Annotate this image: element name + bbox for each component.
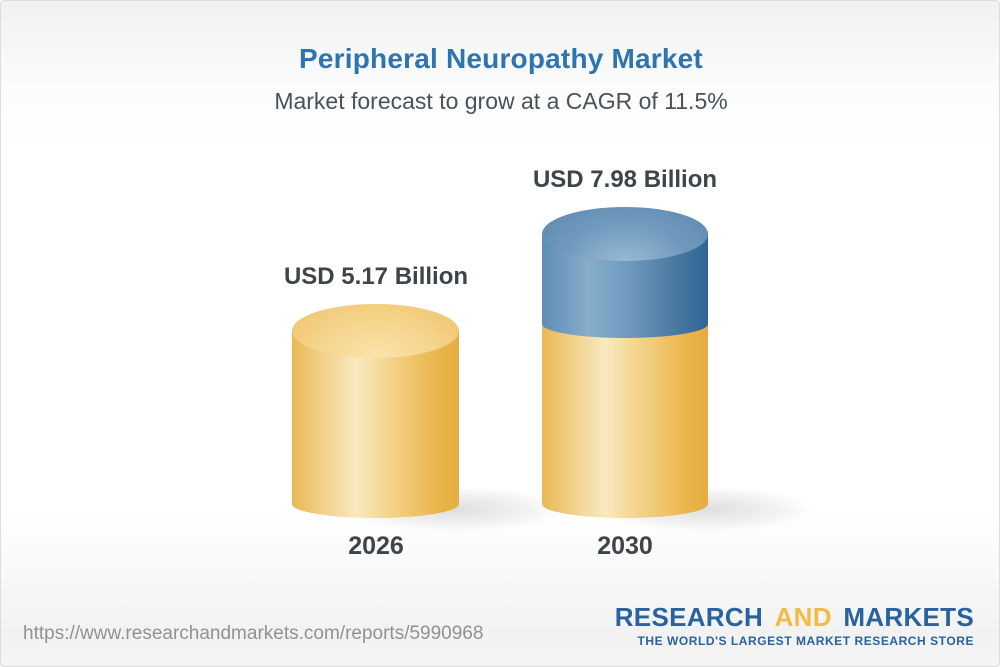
- bar-segment-2026-base: [292, 331, 459, 518]
- brand-logo-wordmark: RESEARCH AND MARKETS: [615, 603, 974, 632]
- bar-top-ellipse-2030: [542, 207, 708, 261]
- bar-value-label-2026: USD 5.17 Billion: [283, 263, 469, 290]
- brand-logo: RESEARCH AND MARKETS THE WORLD'S LARGEST…: [615, 603, 974, 648]
- bar-top-ellipse-2026: [292, 304, 459, 358]
- chart-title: Peripheral Neuropathy Market: [299, 43, 703, 74]
- logo-tagline: THE WORLD'S LARGEST MARKET RESEARCH STOR…: [637, 633, 974, 648]
- logo-research-text: RESEARCH: [614, 602, 764, 632]
- bar-value-label-2030: USD 7.98 Billion: [532, 166, 718, 193]
- bar-segment-2030-base: [542, 323, 708, 518]
- bar-category-label-2030: 2030: [597, 532, 653, 560]
- chart-subtitle: Market forecast to grow at a CAGR of 11.…: [274, 88, 728, 114]
- logo-markets-text: MARKETS: [843, 602, 974, 632]
- bar-category-label-2026: 2026: [348, 532, 404, 560]
- source-url: https://www.researchandmarkets.com/repor…: [23, 623, 484, 644]
- logo-and-text: AND: [774, 602, 832, 632]
